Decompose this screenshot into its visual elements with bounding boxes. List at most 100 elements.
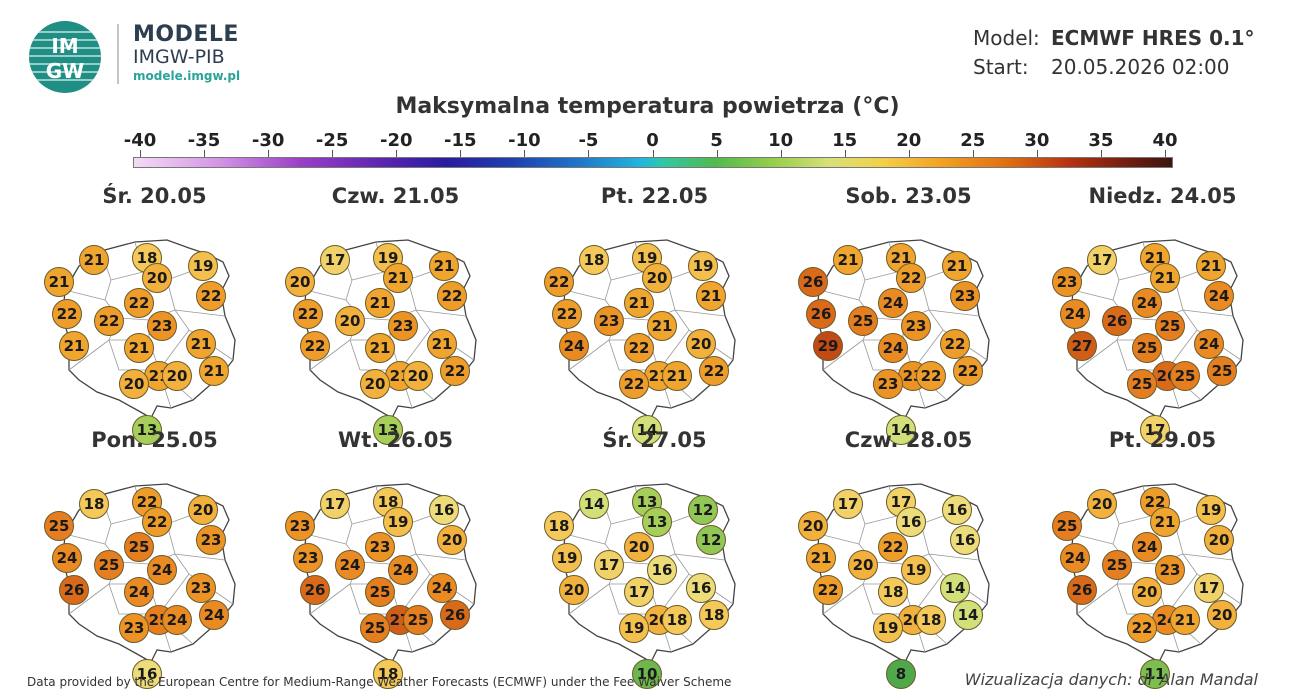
colorbar-tick <box>396 150 398 158</box>
forecast-panel: Pt. 22.05 18 19 19 22 20 21 22 23 21 21 24 22 21 20 22 2… <box>527 184 782 445</box>
temperature-marker: 23 <box>1052 267 1082 297</box>
region-border <box>864 515 898 525</box>
temperature-marker: 20 <box>1132 577 1162 607</box>
temperature-marker: 26 <box>1102 306 1132 336</box>
temperature-marker: 21 <box>647 311 677 341</box>
temperature-marker: 17 <box>594 550 624 580</box>
temperature-marker: 20 <box>162 361 192 391</box>
temperature-marker: 16 <box>429 495 459 525</box>
temperature-marker: 18 <box>544 511 574 541</box>
temperature-marker: 23 <box>186 573 216 603</box>
temperature-marker: 19 <box>901 555 931 585</box>
temperature-marker: 22 <box>437 281 467 311</box>
temperature-marker: 20 <box>360 369 390 399</box>
temperature-marker: 10 <box>632 659 662 689</box>
panel-date: Pt. 29.05 <box>1108 428 1217 452</box>
temperature-marker: 24 <box>1194 329 1224 359</box>
region-border <box>564 289 606 301</box>
temperature-marker: 23 <box>293 543 323 573</box>
colorbar-tick-label: 25 <box>960 130 986 151</box>
region-border <box>68 339 110 371</box>
temperature-marker: 18 <box>662 605 692 635</box>
region-border <box>568 583 610 615</box>
temperature-marker: 26 <box>798 267 828 297</box>
imgw-logo: IM GW <box>28 20 102 94</box>
region-border <box>351 515 385 525</box>
temperature-marker: 24 <box>124 577 154 607</box>
temperature-marker: 22 <box>196 281 226 311</box>
colorbar-tick-label: 5 <box>710 130 723 151</box>
temperature-marker: 25 <box>124 532 154 562</box>
temperature-marker: 19 <box>873 613 903 643</box>
temperature-marker: 17 <box>1087 245 1117 275</box>
temperature-marker: 21 <box>1196 251 1226 281</box>
start-label: Start: <box>973 55 1029 79</box>
region-border <box>610 271 644 281</box>
temperature-marker: 17 <box>320 245 350 275</box>
region-border <box>564 533 606 545</box>
colorbar-tick-label: 30 <box>1024 130 1050 151</box>
brand-name: MODELE <box>133 22 239 47</box>
temperature-marker: 13 <box>373 415 403 445</box>
panel-date: Pt. 22.05 <box>600 184 709 208</box>
temperature-marker: 21 <box>365 333 395 363</box>
temperature-marker: 18 <box>373 659 403 689</box>
region-border <box>818 289 860 301</box>
panel-date: Pon. 25.05 <box>91 428 218 452</box>
temperature-marker: 17 <box>833 489 863 519</box>
colorbar-tick-label: 40 <box>1152 130 1178 151</box>
temperature-marker: 26 <box>440 600 470 630</box>
panel-date: Niedz. 24.05 <box>1088 184 1237 208</box>
region-border <box>351 271 385 281</box>
temperature-marker: 24 <box>52 543 82 573</box>
forecast-panel: Pt. 29.05 20 22 19 25 21 20 24 25 24 23 26 20 24 17 22 2… <box>1035 428 1290 689</box>
model-label: Model: <box>973 26 1040 50</box>
temperature-marker: 13 <box>642 507 672 537</box>
colorbar-tick <box>524 150 526 158</box>
temperature-marker: 21 <box>199 356 229 386</box>
temperature-marker: 20 <box>335 306 365 336</box>
temperature-marker: 18 <box>579 245 609 275</box>
colorbar-tick <box>972 150 974 158</box>
temperature-marker: 24 <box>1132 532 1162 562</box>
colorbar-tick <box>1100 150 1102 158</box>
forecast-panel: Niedz. 24.05 17 21 21 23 21 24 24 26 24 25 27 25 26 24… <box>1035 184 1290 445</box>
colorbar-tick-label: -5 <box>578 130 599 151</box>
forecast-panel: Śr. 27.05 14 13 12 18 13 12 19 17 20 16 20 17 20 16 19 1… <box>527 428 782 689</box>
temperature-marker: 19 <box>188 251 218 281</box>
region-border <box>68 583 110 615</box>
colorbar-tick-label: -10 <box>508 130 541 151</box>
brand-block: MODELE IMGW-PIB modele.imgw.pl <box>117 24 240 84</box>
temperature-marker: 20 <box>188 495 218 525</box>
temperature-marker: 25 <box>1052 511 1082 541</box>
temperature-marker: 27 <box>1067 331 1097 361</box>
colorbar-tick <box>780 150 782 158</box>
temperature-marker: 22 <box>699 356 729 386</box>
temperature-marker: 18 <box>916 605 946 635</box>
colorbar-tick-label: -25 <box>315 130 349 151</box>
region-border <box>309 339 351 371</box>
region-border <box>1072 289 1114 301</box>
colorbar-tick-label: 0 <box>646 130 659 151</box>
brand-url[interactable]: modele.imgw.pl <box>133 69 241 83</box>
temperature-marker: 23 <box>147 311 177 341</box>
data-credit: Data provided by the European Centre for… <box>27 675 732 689</box>
temperature-marker: 21 <box>806 543 836 573</box>
temperature-marker: 22 <box>124 288 154 318</box>
panel-date: Czw. 28.05 <box>844 428 973 452</box>
temperature-marker: 24 <box>147 555 177 585</box>
temperature-marker: 14 <box>953 600 983 630</box>
panel-date: Wt. 26.05 <box>338 428 453 452</box>
temperature-marker: 18 <box>79 489 109 519</box>
temperature-marker: 21 <box>383 263 413 293</box>
temperature-marker: 23 <box>285 511 315 541</box>
colorbar-tick-label: 15 <box>832 130 858 151</box>
temperature-marker: 19 <box>373 243 403 273</box>
temperature-marker: 20 <box>119 369 149 399</box>
temperature-marker: 21 <box>186 329 216 359</box>
region-border <box>1118 271 1152 281</box>
temperature-marker: 23 <box>365 532 395 562</box>
temperature-marker: 24 <box>878 288 908 318</box>
temperature-marker: 20 <box>798 511 828 541</box>
region-border <box>64 533 106 545</box>
